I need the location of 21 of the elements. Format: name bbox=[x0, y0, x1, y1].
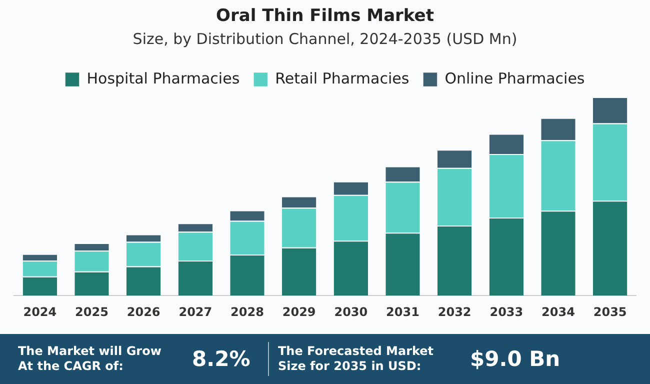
x-tick-label: 2026 bbox=[126, 304, 160, 319]
chart-subtitle: Size, by Distribution Channel, 2024-2035 (USD Mn) bbox=[132, 30, 518, 48]
x-tick-label: 2035 bbox=[593, 304, 627, 319]
text: $9.0 Bn bbox=[470, 347, 560, 371]
text: The Forecasted Market Size for 2035 in USD: bbox=[278, 344, 435, 374]
x-tick-label: 2028 bbox=[230, 304, 264, 319]
text: 8.2% bbox=[192, 347, 250, 371]
x-tick-label: 2032 bbox=[438, 304, 472, 319]
legend-label: Retail Pharmacies bbox=[275, 69, 410, 88]
x-tick-label: 2027 bbox=[178, 304, 212, 319]
x-tick-label: 2029 bbox=[282, 304, 316, 319]
x-tick-label: 2034 bbox=[542, 304, 575, 319]
x-tick-label: 2030 bbox=[334, 304, 368, 319]
legend-label: Online Pharmacies bbox=[444, 69, 585, 88]
x-tick-label: 2033 bbox=[490, 304, 524, 319]
x-tick-label: 2024 bbox=[23, 304, 57, 319]
text: The Market will Grow At the CAGR of: bbox=[18, 344, 162, 374]
x-tick-label: 2031 bbox=[386, 304, 420, 319]
x-tick-label: 2025 bbox=[75, 304, 108, 319]
legend-label: Hospital Pharmacies bbox=[86, 69, 240, 88]
chart-title: Oral Thin Films Market bbox=[215, 6, 435, 26]
